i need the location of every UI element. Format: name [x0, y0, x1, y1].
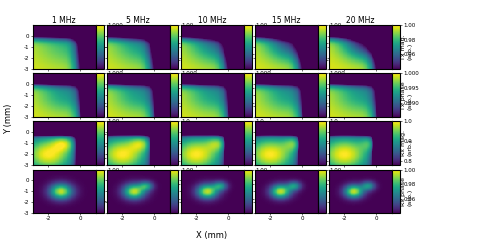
Text: Y (mm): Y (mm)	[4, 104, 13, 134]
Text: X (mm): X (mm)	[196, 231, 227, 240]
Text: Tx mag.
(arb.): Tx mag. (arb.)	[402, 34, 412, 60]
Text: Rx mag.
(arb.): Rx mag. (arb.)	[402, 130, 412, 156]
Text: Rx phase
(arb.): Rx phase (arb.)	[402, 177, 412, 206]
Text: Tx phase
(arb.): Tx phase (arb.)	[402, 81, 412, 110]
Title: 1 MHz: 1 MHz	[52, 15, 76, 25]
Title: 20 MHz: 20 MHz	[346, 15, 374, 25]
Title: 10 MHz: 10 MHz	[198, 15, 226, 25]
Title: 15 MHz: 15 MHz	[272, 15, 300, 25]
Title: 5 MHz: 5 MHz	[126, 15, 150, 25]
